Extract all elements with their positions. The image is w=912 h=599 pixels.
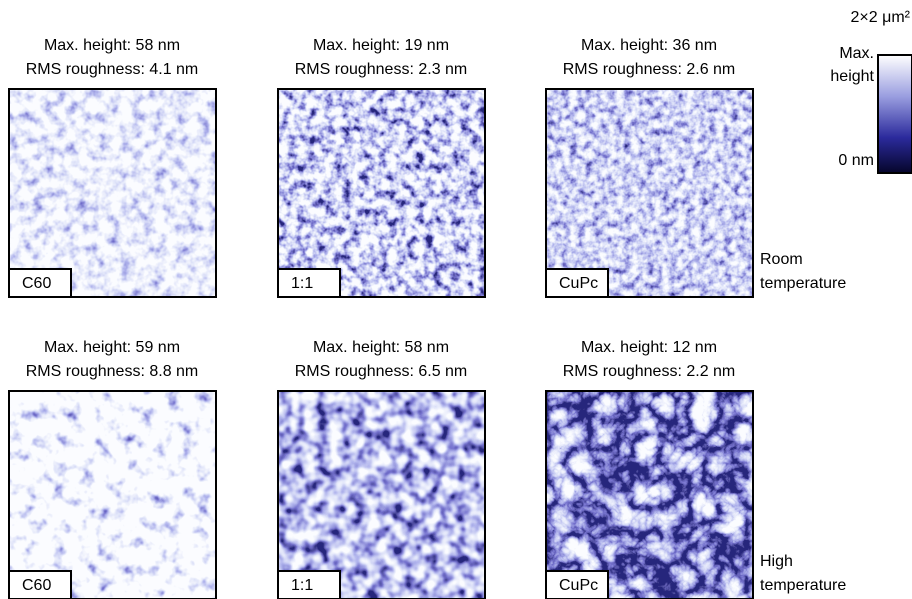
afm-image: C60 bbox=[8, 390, 217, 599]
afm-texture bbox=[547, 392, 752, 598]
afm-image: CuPc bbox=[545, 88, 754, 298]
afm-texture bbox=[279, 90, 484, 296]
afm-texture bbox=[279, 392, 484, 598]
afm-texture bbox=[547, 90, 752, 296]
max-height: Max. height: 59 nm bbox=[43, 339, 181, 356]
scan-size: 2×2 μm² bbox=[850, 9, 910, 26]
color-bar bbox=[877, 54, 912, 174]
afm-image: 1:1 bbox=[277, 390, 486, 599]
rms-roughness: RMS roughness: 2.2 nm bbox=[562, 363, 736, 380]
max-label: Max. height bbox=[830, 45, 874, 85]
sample-label: C60 bbox=[10, 570, 72, 598]
max-height: Max. height: 58 nm bbox=[43, 37, 181, 54]
afm-image: CuPc bbox=[545, 390, 754, 599]
condition-label: High temperature bbox=[760, 553, 847, 594]
max-height: Max. height: 58 nm bbox=[312, 339, 450, 356]
afm-texture bbox=[10, 90, 215, 296]
afm-texture bbox=[10, 392, 215, 598]
rms-roughness: RMS roughness: 6.5 nm bbox=[294, 363, 468, 380]
afm-image: 1:1 bbox=[277, 88, 486, 298]
sample-label: 1:1 bbox=[279, 268, 341, 296]
condition-label: Room temperature bbox=[760, 251, 847, 292]
max-height: Max. height: 12 nm bbox=[580, 339, 718, 356]
sample-label: 1:1 bbox=[279, 570, 341, 598]
sample-label: CuPc bbox=[547, 268, 609, 296]
max-height: Max. height: 36 nm bbox=[580, 37, 718, 54]
rms-roughness: RMS roughness: 2.3 nm bbox=[294, 61, 468, 78]
rms-roughness: RMS roughness: 8.8 nm bbox=[25, 363, 199, 380]
afm-image: C60 bbox=[8, 88, 217, 298]
min-label: 0 nm bbox=[838, 152, 874, 169]
sample-label: C60 bbox=[10, 268, 72, 296]
rms-roughness: RMS roughness: 2.6 nm bbox=[562, 61, 736, 78]
rms-roughness: RMS roughness: 4.1 nm bbox=[25, 61, 199, 78]
sample-label: CuPc bbox=[547, 570, 609, 598]
max-height: Max. height: 19 nm bbox=[312, 37, 450, 54]
